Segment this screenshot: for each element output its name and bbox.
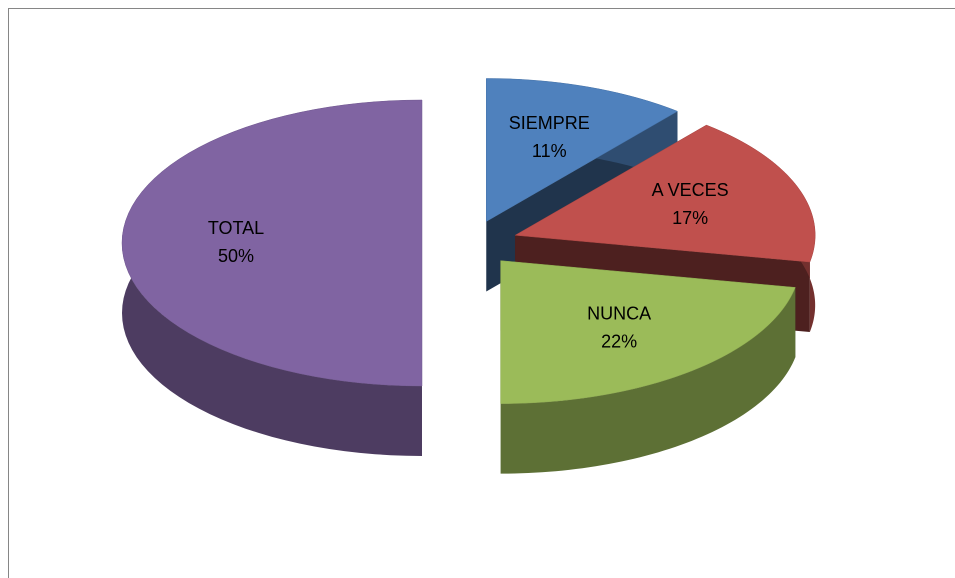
data-label-value: 22% [601,332,637,352]
pie-slice [500,260,796,474]
data-label-name: NUNCA [587,304,651,324]
pie-slice [121,99,423,456]
slice-top [514,124,816,263]
slice-top [121,99,423,387]
data-label-value: 50% [218,246,254,266]
slice-top [500,260,796,404]
slice-top [486,78,679,222]
data-label-value: 17% [672,208,708,228]
slice-side [500,287,796,474]
pie-slice [514,124,816,333]
data-label-name: A VECES [652,180,729,200]
data-label-name: TOTAL [208,218,264,238]
data-label-value: 11% [532,141,567,161]
data-label-name: SIEMPRE [509,113,590,133]
